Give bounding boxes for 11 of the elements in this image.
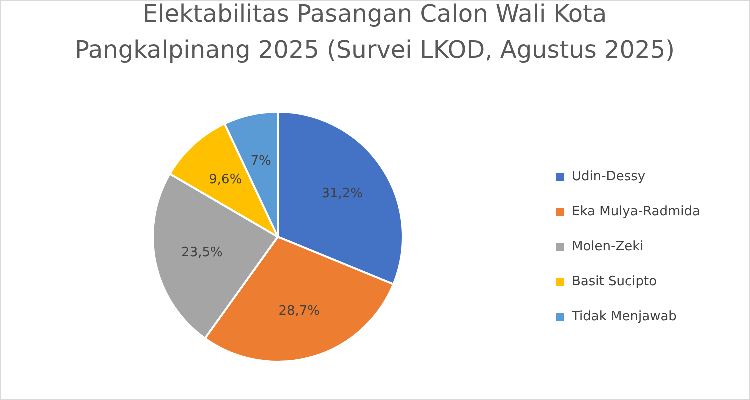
data-label: 23,5% [182,246,223,261]
legend-label: Molen-Zeki [572,240,644,255]
data-label: 28,7% [278,304,320,320]
legend-label: Udin-Dessy [572,170,646,185]
legend-label: Eka Mulya-Radmida [572,204,700,220]
legend-label: Basit Sucipto [572,274,658,290]
legend-label: Tidak Menjawab [571,310,677,325]
chart-title: Elektabilitas Pasangan Calon Wali Kota Pangkalpinang 2025 (Survei LKOD, Agustus 2025) [75,0,675,64]
data-label: 31,2% [322,186,364,202]
data-label: 9,6% [209,172,242,188]
data-label: 7% [250,154,272,169]
